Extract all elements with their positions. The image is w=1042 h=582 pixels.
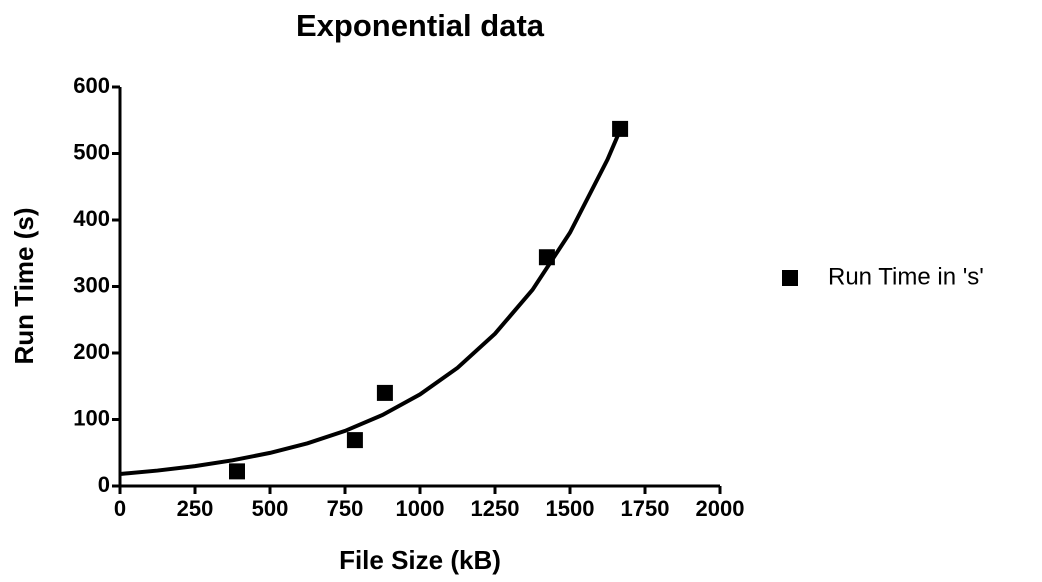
data-point — [229, 463, 245, 480]
legend-marker — [782, 270, 798, 286]
x-tick-label: 500 — [252, 496, 289, 521]
y-tick-label: 500 — [73, 139, 110, 164]
x-tick-label: 0 — [114, 496, 126, 521]
x-tick-label: 2000 — [696, 496, 745, 521]
x-tick-label: 1750 — [621, 496, 670, 521]
y-tick-label: 100 — [73, 405, 110, 430]
data-point — [346, 432, 363, 449]
legend-label: Run Time in 's' — [828, 263, 984, 290]
x-tick-label: 250 — [177, 496, 214, 521]
x-tick-label: 750 — [327, 496, 364, 521]
y-tick-label: 300 — [73, 272, 110, 297]
y-tick-label: 600 — [73, 73, 110, 98]
y-tick-label: 400 — [73, 206, 110, 231]
data-point — [376, 384, 393, 401]
x-axis-title: File Size (kB) — [339, 545, 501, 575]
chart-title: Exponential data — [296, 8, 545, 43]
x-tick-label: 1250 — [471, 496, 520, 521]
x-tick-label: 1000 — [396, 496, 445, 521]
x-tick-label: 1500 — [546, 496, 595, 521]
y-axis-title: Run Time (s) — [9, 208, 39, 365]
y-tick-label: 0 — [98, 472, 110, 497]
fit-curve — [119, 129, 622, 477]
data-point — [612, 120, 629, 137]
y-tick-label: 200 — [73, 339, 110, 364]
